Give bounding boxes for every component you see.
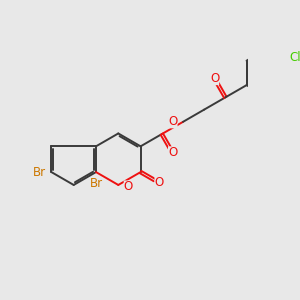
Text: O: O [210,72,219,85]
Text: O: O [124,180,133,194]
Text: Cl: Cl [289,51,300,64]
Text: O: O [168,116,178,128]
Text: O: O [154,176,164,189]
Text: O: O [168,146,177,159]
Text: Br: Br [89,178,103,190]
Text: Br: Br [33,166,46,178]
